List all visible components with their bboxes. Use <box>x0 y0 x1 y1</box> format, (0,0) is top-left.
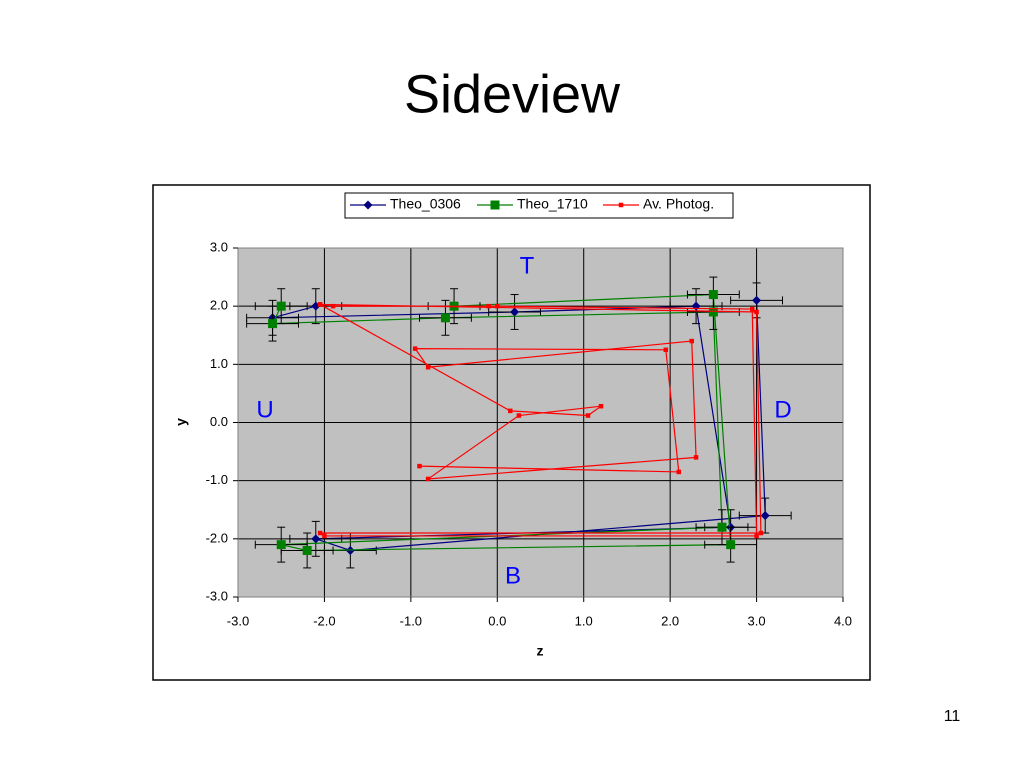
y-axis-label: y <box>173 418 189 426</box>
marker <box>754 309 759 315</box>
y-tick-label: 3.0 <box>210 239 228 254</box>
marker <box>750 306 755 312</box>
marker <box>758 530 764 536</box>
marker <box>598 403 604 409</box>
annotation: T <box>520 252 535 279</box>
marker <box>417 463 422 469</box>
annotation: B <box>505 562 521 589</box>
marker <box>268 319 278 329</box>
marker <box>363 200 373 210</box>
legend: Theo_0306 Theo_1710 Av. Photog. <box>350 196 714 212</box>
x-tick-label: 4.0 <box>834 613 852 628</box>
marker <box>689 338 694 344</box>
y-tick-label: -1.0 <box>206 472 228 487</box>
y-tick-label: 1.0 <box>210 356 228 371</box>
annotation: D <box>774 396 791 423</box>
marker <box>490 200 500 210</box>
marker <box>440 313 450 323</box>
marker <box>495 303 500 309</box>
marker <box>585 413 591 418</box>
marker <box>663 347 669 353</box>
marker <box>693 455 699 460</box>
marker <box>330 303 336 309</box>
marker <box>726 540 736 550</box>
y-tick-label: 2.0 <box>210 298 228 313</box>
x-tick-label: 2.0 <box>661 613 679 628</box>
marker <box>412 346 418 351</box>
legend-label: Theo_1710 <box>517 196 588 212</box>
marker <box>425 364 431 370</box>
y-tick-label: -2.0 <box>206 530 228 545</box>
x-tick-label: -2.0 <box>313 613 335 628</box>
x-tick-label: -3.0 <box>227 613 249 628</box>
marker <box>510 307 520 317</box>
slide-title: Sideview <box>404 64 621 124</box>
page-number: 11 <box>944 708 961 725</box>
marker <box>760 511 770 521</box>
legend-label: Theo_0306 <box>390 196 461 212</box>
marker <box>486 303 491 309</box>
marker <box>317 530 323 536</box>
marker <box>302 545 312 555</box>
marker <box>508 408 513 414</box>
marker <box>311 534 321 544</box>
marker <box>317 302 323 307</box>
marker <box>676 469 682 475</box>
marker <box>516 413 522 418</box>
marker <box>322 533 327 539</box>
marker <box>276 540 286 550</box>
x-tick-label: 1.0 <box>575 613 593 628</box>
marker <box>708 290 718 300</box>
marker <box>752 295 762 305</box>
legend-label: Av. Photog. <box>643 196 714 212</box>
x-axis-label: z <box>537 643 544 659</box>
marks <box>246 276 792 569</box>
y-tick-label: -3.0 <box>206 588 228 603</box>
legend-box <box>344 192 734 219</box>
marker <box>754 533 759 539</box>
x-tick-label: -1.0 <box>400 613 422 628</box>
marker <box>708 307 718 317</box>
x-tick-label: 3.0 <box>748 613 766 628</box>
y-tick-label: 0.0 <box>210 414 228 429</box>
annotation: U <box>256 396 273 423</box>
x-tick-label: 0.0 <box>488 613 506 628</box>
marker <box>276 301 286 311</box>
marker <box>425 476 431 482</box>
marker <box>618 202 624 208</box>
marker <box>717 522 727 532</box>
